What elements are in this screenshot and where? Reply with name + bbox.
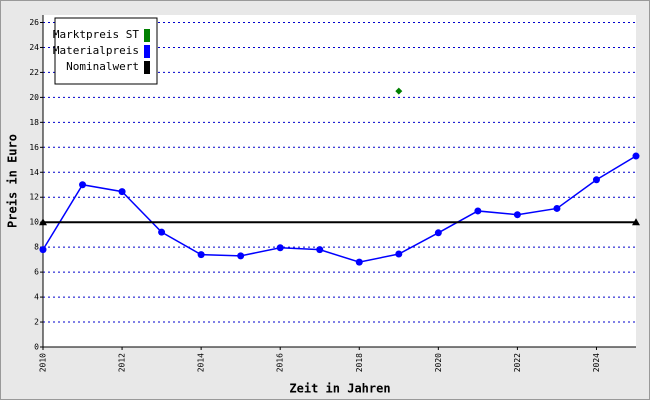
legend-swatch	[144, 61, 150, 74]
point	[316, 246, 324, 254]
y-tick-label: 2	[34, 318, 39, 327]
point	[513, 211, 521, 219]
point	[158, 228, 166, 236]
x-tick-label: 2024	[592, 353, 601, 372]
point	[355, 258, 363, 266]
x-tick-label: 2022	[513, 353, 522, 372]
y-tick-label: 16	[29, 143, 39, 152]
y-tick-label: 24	[29, 43, 39, 52]
y-tick-label: 8	[34, 243, 39, 252]
y-tick-label: 20	[29, 93, 39, 102]
legend-swatch	[144, 29, 150, 42]
legend-box	[54, 17, 158, 85]
legend-swatch	[144, 45, 150, 58]
point	[39, 246, 47, 254]
point	[632, 218, 640, 226]
point	[434, 229, 442, 237]
legend-label: Marktpreis ST	[53, 28, 139, 41]
y-tick-label: 14	[29, 168, 39, 177]
y-tick-label: 4	[34, 293, 39, 302]
x-axis-label: Zeit in Jahren	[289, 382, 390, 396]
point	[632, 152, 640, 160]
x-tick-label: 2014	[197, 353, 206, 372]
x-tick-label: 2020	[434, 353, 443, 372]
point	[395, 87, 403, 95]
point	[197, 251, 205, 259]
series-line	[42, 155, 637, 263]
point	[592, 176, 600, 184]
y-tick-label: 6	[34, 268, 39, 277]
point	[474, 207, 482, 215]
point	[395, 250, 403, 258]
y-tick-label: 12	[29, 193, 39, 202]
x-tick-label: 2010	[39, 353, 48, 372]
y-tick-label: 26	[29, 18, 39, 27]
x-tick-label: 2018	[355, 353, 364, 372]
point	[118, 188, 126, 196]
y-tick-label: 0	[34, 343, 39, 352]
y-axis-label: Preis in Euro	[6, 134, 20, 228]
point	[276, 244, 284, 252]
point	[237, 252, 245, 260]
point	[39, 218, 47, 226]
x-tick-label: 2016	[276, 353, 285, 372]
legend-label: Materialpreis	[53, 44, 139, 57]
y-tick-label: 18	[29, 118, 39, 127]
y-tick-label: 10	[29, 218, 39, 227]
point	[553, 204, 561, 212]
y-tick-label: 22	[29, 68, 39, 77]
point	[79, 181, 87, 189]
legend-label: Nominalwert	[66, 60, 139, 73]
x-tick-label: 2012	[118, 353, 127, 372]
